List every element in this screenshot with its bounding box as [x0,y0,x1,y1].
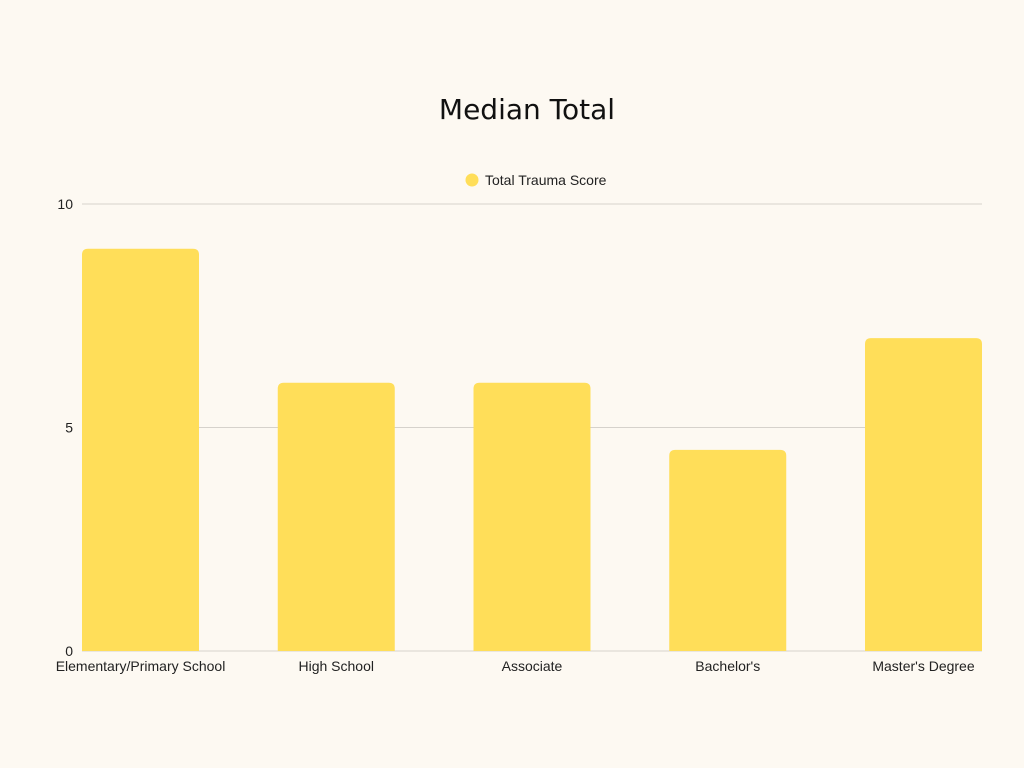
legend-label-total-trauma-score: Total Trauma Score [485,172,607,188]
bar-elementary-primary-school [82,248,199,651]
x-tick-label-master-s-degree: Master's Degree [872,658,974,674]
bar-bachelor-s [669,449,787,651]
y-tick-label: 10 [57,196,73,212]
legend: Total Trauma Score [465,172,607,188]
legend-marker-total-trauma-score [465,173,479,187]
bar-associate [473,382,591,651]
x-tick-label-elementary-primary-school: Elementary/Primary School [56,658,226,674]
y-axis-ticks: 0 5 10 [57,196,73,659]
x-tick-label-bachelor-s: Bachelor's [695,658,760,674]
y-tick-label: 0 [65,643,73,659]
bar-master-s-degree [865,338,982,651]
x-tick-label-associate: Associate [502,658,563,674]
chart-title: Median Total [439,93,615,126]
y-tick-label: 5 [65,420,73,436]
bars [82,248,982,651]
x-axis-ticks: Elementary/Primary School High School Asso… [56,658,975,674]
bar-high-school [277,382,395,651]
x-tick-label-high-school: High School [299,658,375,674]
